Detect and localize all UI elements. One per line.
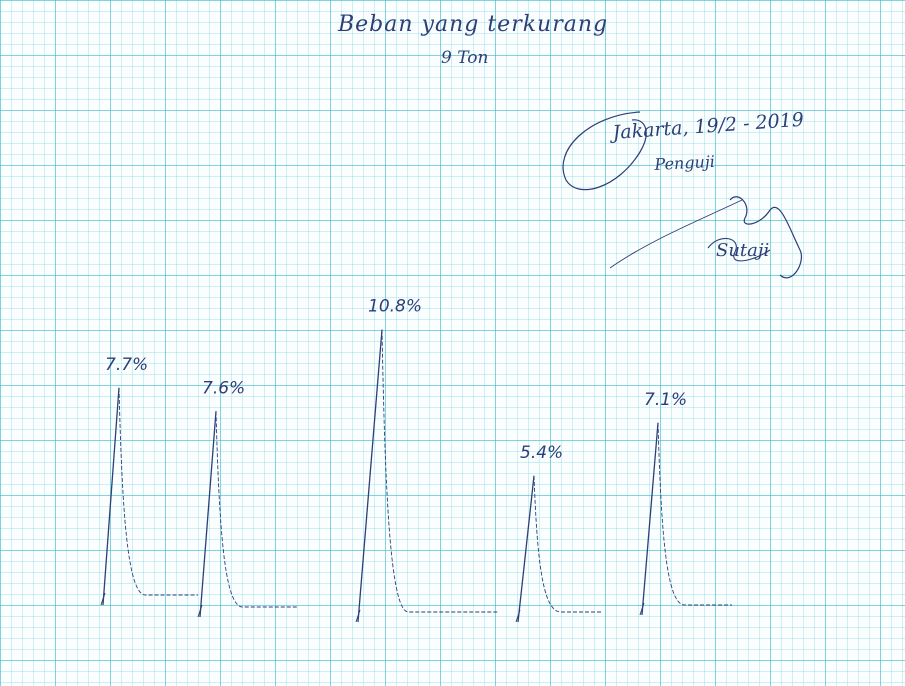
peak-decay-line xyxy=(533,475,603,613)
peak-4: 5.4% xyxy=(515,443,603,623)
peak-label: 7.1% xyxy=(644,390,687,410)
peak-rise-line xyxy=(357,329,383,623)
peak-label: 7.7% xyxy=(105,355,148,375)
chart-title: Beban yang terkurang xyxy=(338,12,609,37)
peak-rise-line xyxy=(517,475,535,623)
peak-base-stub xyxy=(355,609,361,623)
signature-name: Sutaji xyxy=(716,240,770,261)
peak-label: 5.4% xyxy=(520,443,563,463)
peak-rise-line xyxy=(102,387,120,606)
peak-label: 10.8% xyxy=(368,297,422,317)
peak-base-stub xyxy=(100,592,106,606)
peak-decay-line xyxy=(118,387,198,596)
peak-decay-line xyxy=(657,422,732,606)
peak-base-stub xyxy=(197,604,203,618)
peak-base-stub xyxy=(639,602,645,616)
peak-3: 10.8% xyxy=(355,297,498,623)
peak-1: 7.7% xyxy=(100,355,198,606)
peak-2: 7.6% xyxy=(197,378,297,618)
peak-base-stub xyxy=(515,609,521,623)
peak-label: 7.6% xyxy=(202,378,245,398)
peak-rise-line xyxy=(641,422,659,616)
chart-subtitle: 9 Ton xyxy=(441,48,489,68)
peak-decay-line xyxy=(381,329,498,613)
peak-rise-line xyxy=(199,411,217,618)
peak-decay-line xyxy=(215,411,297,608)
peak-5: 7.1% xyxy=(639,390,732,616)
